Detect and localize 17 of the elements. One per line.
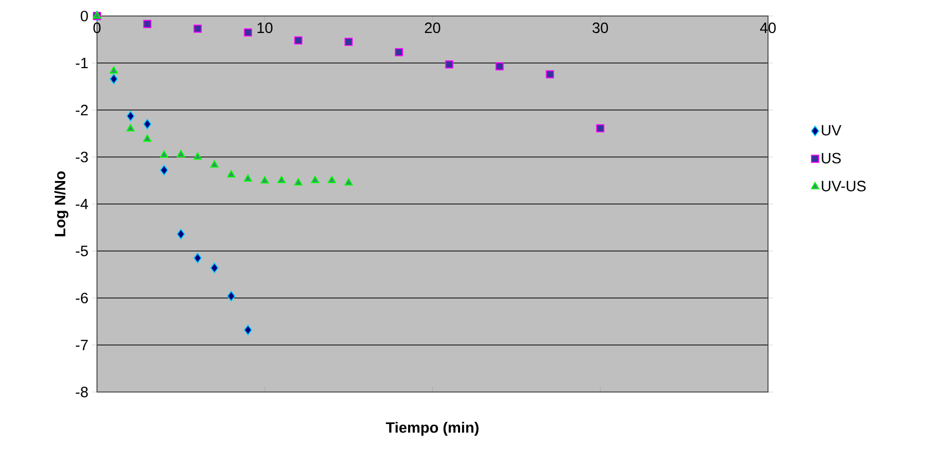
x-tick-label: 10 — [258, 22, 272, 34]
y-tick-label: -6 — [76, 292, 88, 304]
x-tick-label: 20 — [424, 22, 440, 34]
y-tick-label: 0 — [80, 10, 88, 22]
y-tick-label: -3 — [76, 152, 88, 162]
y-tick-label: -5 — [76, 246, 88, 256]
y-tick-label: -1 — [76, 58, 88, 68]
x-tick-label: 30 — [592, 22, 608, 34]
legend-label: US — [822, 152, 841, 164]
y-tick-label: -4 — [76, 198, 88, 210]
y-axis-title: Log N/No — [54, 171, 68, 236]
x-axis-title: Tiempo (min) — [386, 422, 479, 436]
y-tick-label: -7 — [76, 340, 88, 350]
y-tick-label: -8 — [76, 386, 88, 398]
y-tick-label: -2 — [76, 104, 88, 116]
legend-label: UV-US — [822, 180, 866, 192]
legend-label: UV — [822, 125, 842, 136]
